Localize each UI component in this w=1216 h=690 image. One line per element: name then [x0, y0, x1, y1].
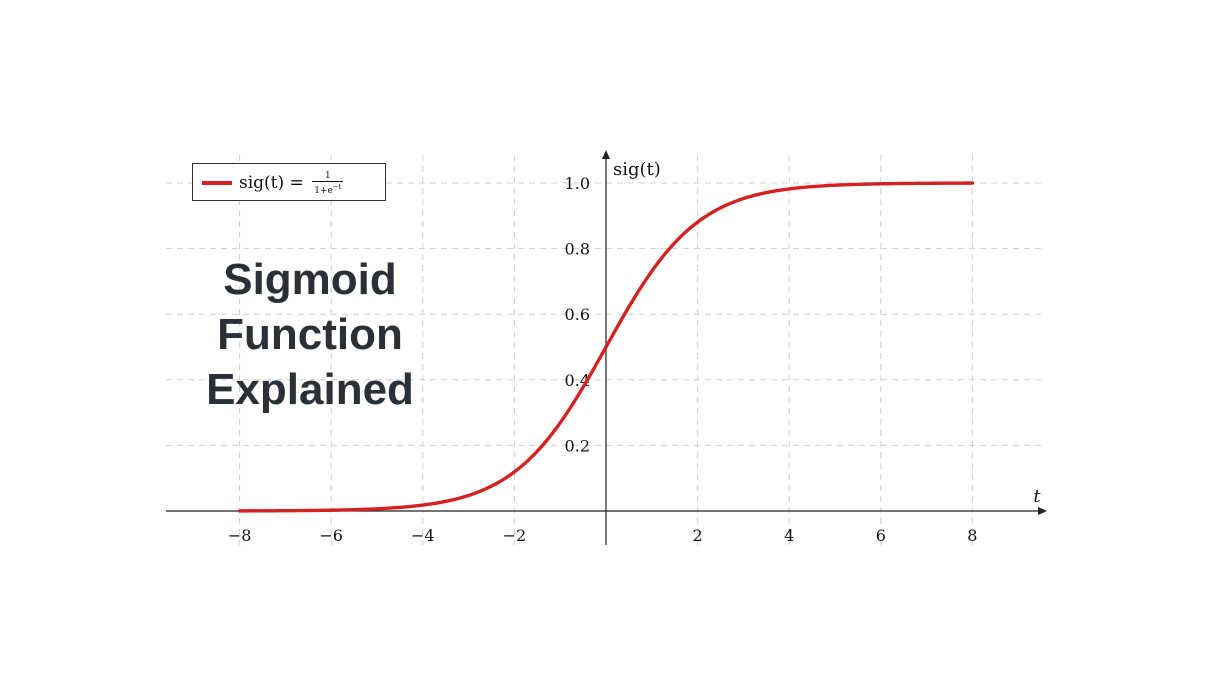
data-point [559, 421, 562, 424]
y-tick-label: 0.6 [565, 305, 590, 324]
data-point [605, 346, 608, 349]
data-point [284, 509, 287, 512]
data-point [742, 197, 745, 200]
legend: sig(t) = 1 1+e−t [192, 163, 386, 201]
data-point [238, 509, 241, 512]
legend-fraction: 1 1+e−t [312, 171, 344, 196]
legend-swatch [202, 181, 232, 185]
y-tick-label: 1.0 [565, 174, 590, 193]
data-point [467, 494, 470, 497]
legend-exponent: −t [332, 183, 342, 191]
x-axis-arrow [1038, 507, 1047, 515]
chart-title: Sigmoid Function Explained [160, 252, 460, 417]
y-tick-label: 0.2 [565, 436, 590, 455]
series-layer [237, 181, 975, 513]
data-point [696, 221, 699, 224]
legend-denominator: 1+e−t [312, 182, 343, 196]
legend-numerator: 1 [312, 171, 344, 182]
x-axis-label: t [1033, 486, 1041, 507]
x-tick-label: −4 [411, 526, 435, 545]
title-line-2: Function [217, 310, 403, 359]
data-point [925, 182, 928, 185]
tick-labels: −8 −6 −4 −2 2 4 6 80.20.40.60.81.0 [228, 174, 978, 545]
x-tick-label: 6 [876, 526, 886, 545]
x-tick-label: 4 [784, 526, 794, 545]
data-point [421, 504, 424, 507]
legend-prefix: sig(t) = [239, 173, 310, 193]
x-tick-label: −8 [228, 526, 252, 545]
data-point [971, 182, 974, 185]
legend-label: sig(t) = 1 1+e−t [239, 171, 344, 196]
data-point [650, 270, 653, 273]
y-tick-label: 0.8 [565, 240, 590, 259]
data-point [330, 509, 333, 512]
data-point [834, 184, 837, 187]
y-axis-arrow [602, 150, 610, 159]
data-point [879, 182, 882, 185]
x-tick-label: −6 [319, 526, 343, 545]
y-axis-label: sig(t) [613, 159, 661, 180]
data-point [788, 187, 791, 190]
series-line [237, 181, 975, 513]
title-line-3: Explained [206, 365, 414, 414]
x-tick-label: −2 [503, 526, 527, 545]
legend-denominator-base: 1+e [314, 186, 333, 196]
title-line-1: Sigmoid [223, 255, 397, 304]
x-tick-label: 8 [967, 526, 977, 545]
x-tick-label: 2 [693, 526, 703, 545]
data-point [376, 507, 379, 510]
data-point [513, 470, 516, 473]
